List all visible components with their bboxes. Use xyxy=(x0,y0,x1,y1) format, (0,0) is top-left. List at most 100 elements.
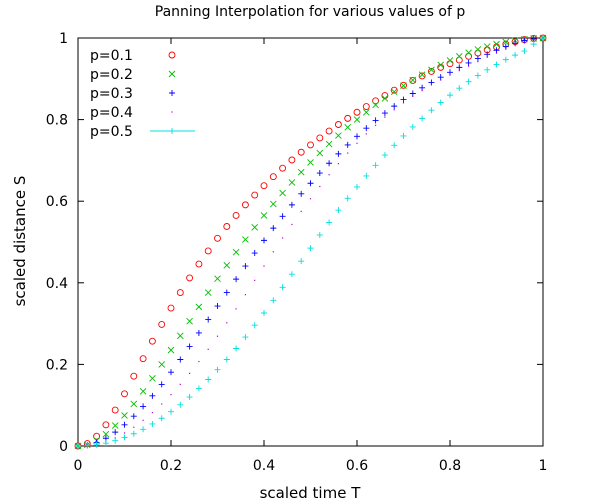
data-point xyxy=(372,101,379,109)
circle-marker xyxy=(204,247,212,255)
data-point xyxy=(226,322,228,324)
circle-marker xyxy=(111,406,119,414)
plus-marker xyxy=(437,99,444,106)
plus-marker xyxy=(456,64,463,71)
plus-marker xyxy=(298,190,305,197)
plus-marker xyxy=(195,329,202,336)
legend-label: p=0.3 xyxy=(90,86,133,102)
x-marker xyxy=(381,95,389,102)
plus-marker xyxy=(298,258,305,265)
dot-marker xyxy=(505,48,507,50)
circle-marker xyxy=(130,372,138,380)
data-point xyxy=(409,76,417,84)
data-point xyxy=(514,44,516,46)
plus-marker xyxy=(409,123,416,130)
dot-marker xyxy=(477,61,479,63)
data-point xyxy=(502,56,509,63)
data-point xyxy=(149,374,156,382)
data-point xyxy=(204,289,212,296)
data-point xyxy=(223,289,230,296)
data-point xyxy=(161,403,163,405)
x-marker xyxy=(269,200,277,208)
data-point xyxy=(455,53,463,60)
data-point xyxy=(372,117,379,124)
plus-marker xyxy=(381,110,388,117)
circle-marker xyxy=(334,121,342,128)
data-point xyxy=(282,237,284,239)
plot-area: 0 0.2 0.4 0.6 0.8 1 0 0.2 0.4 0.6 0.8 1 xyxy=(46,31,548,474)
data-point xyxy=(241,201,249,209)
data-point xyxy=(207,348,209,350)
x-marker xyxy=(130,400,138,408)
data-point xyxy=(263,265,265,267)
circle-marker xyxy=(372,97,380,105)
plus-marker xyxy=(391,142,398,149)
data-point xyxy=(148,337,156,345)
data-point xyxy=(437,99,444,106)
data-point xyxy=(449,74,451,76)
x-marker xyxy=(372,101,379,109)
data-point xyxy=(484,66,491,73)
data-point xyxy=(391,103,398,110)
circle-marker xyxy=(121,390,128,398)
x-marker xyxy=(260,212,268,219)
dot-marker xyxy=(430,84,432,86)
circle-marker xyxy=(223,223,231,230)
x-tick-label: 0 xyxy=(74,458,83,474)
circle-marker xyxy=(148,337,156,345)
x-tick-label: 0.8 xyxy=(439,458,461,474)
series-4 xyxy=(77,37,544,447)
plus-marker xyxy=(465,59,472,66)
plus-marker xyxy=(428,107,435,114)
plus-marker xyxy=(112,429,119,436)
data-point xyxy=(261,237,267,244)
data-point xyxy=(244,294,246,296)
data-point xyxy=(279,284,286,291)
data-point xyxy=(272,251,274,253)
data-point xyxy=(139,388,147,395)
data-point xyxy=(455,56,463,64)
data-point xyxy=(297,168,305,176)
data-point xyxy=(139,355,147,363)
plus-marker xyxy=(502,56,509,63)
plus-marker xyxy=(233,345,240,352)
data-point xyxy=(288,179,296,186)
dot-marker xyxy=(421,90,423,92)
x-marker xyxy=(176,332,184,340)
data-point xyxy=(123,432,126,434)
data-point xyxy=(216,335,219,337)
data-point xyxy=(400,96,407,103)
data-point xyxy=(251,191,259,199)
data-point xyxy=(186,317,193,325)
data-point xyxy=(363,125,370,132)
plus-marker xyxy=(316,170,323,177)
data-point xyxy=(468,65,470,67)
data-point xyxy=(493,40,500,48)
y-tick-label: 1 xyxy=(59,31,68,47)
circle-marker xyxy=(260,182,268,190)
plus-marker xyxy=(251,322,258,329)
data-point xyxy=(223,223,231,230)
circle-marker xyxy=(102,421,110,429)
data-point xyxy=(495,52,498,54)
data-point xyxy=(505,48,507,50)
data-point xyxy=(158,361,166,368)
plus-marker xyxy=(261,237,267,244)
data-point xyxy=(316,232,323,239)
data-point xyxy=(344,124,352,131)
series-5 xyxy=(75,35,546,449)
data-point xyxy=(121,434,128,441)
legend-item: p=0.3 xyxy=(90,86,175,102)
plus-marker xyxy=(419,84,426,91)
x-marker xyxy=(455,53,463,60)
dot-marker xyxy=(171,111,173,113)
data-point xyxy=(372,97,380,105)
data-point xyxy=(121,421,128,428)
data-point xyxy=(198,360,200,363)
data-point xyxy=(298,258,305,265)
data-point xyxy=(437,61,445,69)
dot-marker xyxy=(440,79,442,81)
x-marker xyxy=(316,149,324,157)
dot-marker xyxy=(495,52,498,54)
